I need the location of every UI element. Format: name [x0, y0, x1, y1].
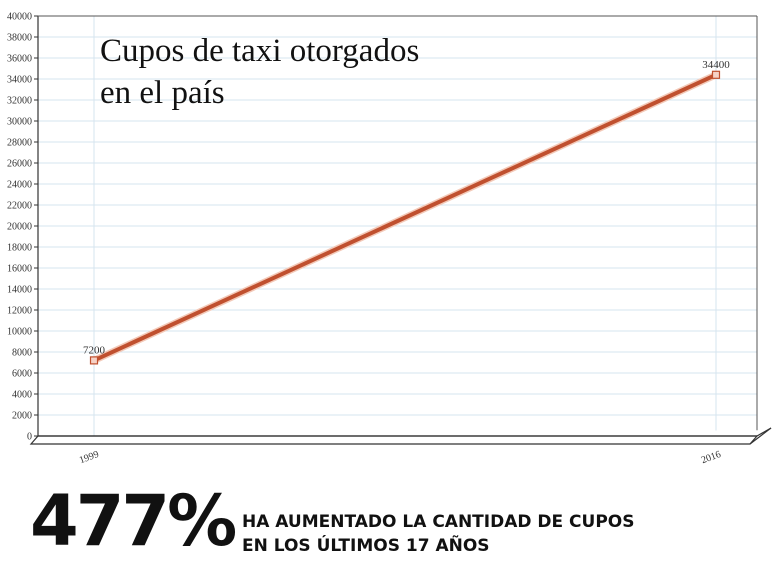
- y-tick-label: 34000: [7, 75, 32, 86]
- stat-description-line-1: HA AUMENTADO LA CANTIDAD DE CUPOS: [242, 512, 635, 532]
- chart-title-line-1: Cupos de taxi otorgados: [100, 33, 420, 69]
- data-point: [711, 70, 721, 79]
- y-tick-label: 38000: [7, 33, 32, 44]
- y-tick-label: 8000: [12, 348, 32, 359]
- chart-title-line-2: en el país: [100, 75, 225, 111]
- floor-base: [29, 435, 759, 445]
- y-tick-label: 12000: [7, 306, 32, 317]
- line-chart: 0 2000 4000 6000 8000 10000 12000 14000 16000 180…: [7, 12, 772, 466]
- stat-description-line-2: EN LOS ÚLTIMOS 17 AÑOS: [242, 536, 490, 556]
- y-tick-label: 0: [27, 432, 32, 443]
- chart: 0 2000 4000 6000 8000 10000 12000 14000 16000 180…: [7, 12, 772, 466]
- y-tick-label: 26000: [7, 159, 32, 170]
- stat-block: 477% HA AUMENTADO LA CANTIDAD DE CUPOS E…: [30, 482, 770, 560]
- y-tick-label: 30000: [7, 117, 32, 128]
- y-tick-label: 40000: [7, 12, 32, 23]
- y-tick-label: 6000: [12, 369, 32, 380]
- y-tick-label: 28000: [7, 138, 32, 149]
- y-tick-label: 14000: [7, 285, 32, 296]
- y-tick-label: 22000: [7, 201, 32, 212]
- chart-title: Cupos de taxi otorgados en el país: [100, 30, 520, 114]
- data-label: 7200: [83, 344, 106, 356]
- floor-edge-right: [749, 427, 772, 445]
- y-tick-label: 18000: [7, 243, 32, 254]
- y-tick-label: 24000: [7, 180, 32, 191]
- y-tick-label: 10000: [7, 327, 32, 338]
- series-line: [92, 72, 718, 363]
- stat-description: HA AUMENTADO LA CANTIDAD DE CUPOS EN LOS…: [242, 510, 634, 558]
- y-tick-label: 16000: [7, 264, 32, 275]
- y-tick-label: 2000: [12, 411, 32, 422]
- data-label: 34400: [702, 59, 730, 71]
- x-tick-label: 1999: [78, 449, 101, 466]
- y-tick-label: 20000: [7, 222, 32, 233]
- stat-percentage: 477%: [30, 480, 237, 562]
- y-tick-label: 4000: [12, 390, 32, 401]
- y-tick-label: 36000: [7, 54, 32, 65]
- y-tick-label: 32000: [7, 96, 32, 107]
- floor: [38, 428, 771, 436]
- x-tick-label: 2016: [700, 449, 723, 466]
- data-point: [89, 356, 99, 365]
